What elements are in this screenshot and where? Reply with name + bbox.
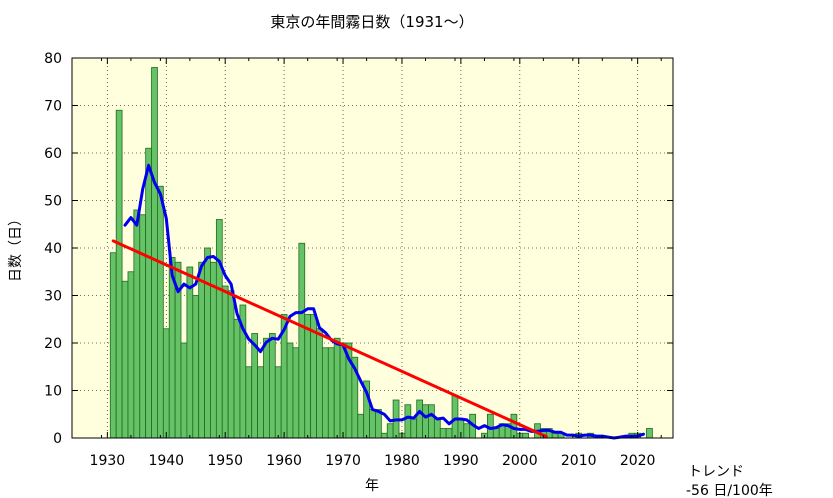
bar xyxy=(646,428,653,439)
bar xyxy=(109,252,117,439)
bar xyxy=(257,366,264,439)
bar xyxy=(180,342,188,439)
x-tick-label: 1970 xyxy=(325,453,361,469)
bar xyxy=(404,404,412,439)
bar xyxy=(286,342,294,439)
bar xyxy=(333,337,341,439)
bar xyxy=(215,219,223,439)
bar xyxy=(522,432,530,439)
line-series xyxy=(111,163,645,440)
bar xyxy=(263,337,270,439)
bar xyxy=(551,432,559,439)
bar xyxy=(145,147,152,439)
y-tick-label: 0 xyxy=(53,431,62,447)
bar xyxy=(445,428,453,439)
bar xyxy=(151,67,158,439)
bar xyxy=(439,428,447,439)
y-tick-label: 50 xyxy=(44,194,62,210)
bar xyxy=(322,347,329,439)
bar xyxy=(463,423,471,439)
bar xyxy=(428,404,435,439)
x-tick-label: 1990 xyxy=(443,453,479,469)
y-axis-label: 日数（日） xyxy=(8,212,24,282)
trend-line xyxy=(111,239,548,439)
y-tick-label: 40 xyxy=(44,241,62,257)
bar xyxy=(451,394,459,439)
x-tick-label: 1950 xyxy=(207,453,243,469)
bar xyxy=(127,271,135,439)
x-tick-label: 2020 xyxy=(620,453,656,469)
bar xyxy=(198,261,205,439)
bar xyxy=(121,280,129,439)
x-axis-label: 年 xyxy=(365,478,379,494)
y-tick-label: 20 xyxy=(44,336,62,352)
y-tick-label: 70 xyxy=(44,99,62,115)
tick-labels: 1930 1940 1950 1960 1970 1980 1990 2000 2010 2020… xyxy=(44,51,655,469)
y-tick-label: 10 xyxy=(44,384,62,400)
bar xyxy=(386,423,394,439)
trend-label: トレンド xyxy=(688,464,744,480)
bar xyxy=(316,328,323,439)
axis-ticks xyxy=(71,57,673,439)
moving_average-line xyxy=(123,163,645,440)
bar xyxy=(233,318,241,439)
bar xyxy=(416,399,423,439)
bar xyxy=(245,366,253,439)
bar xyxy=(410,418,418,439)
x-tick-label: 1960 xyxy=(266,453,302,469)
bar xyxy=(327,347,335,439)
bar xyxy=(139,214,147,439)
bar xyxy=(268,333,276,439)
y-tick-label: 30 xyxy=(44,289,62,305)
trend-value: -56 日/100年 xyxy=(686,483,773,498)
bar xyxy=(433,418,441,439)
bar xyxy=(292,347,300,439)
bar xyxy=(304,314,312,439)
bar xyxy=(162,328,170,439)
x-tick-label: 1930 xyxy=(90,453,126,469)
bar xyxy=(357,413,365,439)
x-tick-label: 2000 xyxy=(502,453,538,469)
chart-title: 東京の年間霧日数（1931～） xyxy=(270,13,473,31)
bar xyxy=(274,366,282,439)
bar xyxy=(380,432,388,439)
bar xyxy=(298,242,306,439)
bar xyxy=(186,266,194,439)
bar xyxy=(227,290,235,439)
bar xyxy=(221,285,229,439)
y-tick-label: 60 xyxy=(44,146,62,162)
bar xyxy=(133,209,141,439)
bar xyxy=(369,409,376,439)
bar xyxy=(492,428,500,439)
bar xyxy=(115,109,123,439)
x-tick-label: 2010 xyxy=(561,453,597,469)
bar xyxy=(192,295,200,439)
bar xyxy=(339,342,347,439)
y-tick-label: 80 xyxy=(44,51,62,67)
bar xyxy=(204,247,211,439)
bar xyxy=(157,185,164,439)
x-tick-label: 1940 xyxy=(148,453,184,469)
bar xyxy=(422,404,429,439)
x-tick-label: 1980 xyxy=(384,453,420,469)
